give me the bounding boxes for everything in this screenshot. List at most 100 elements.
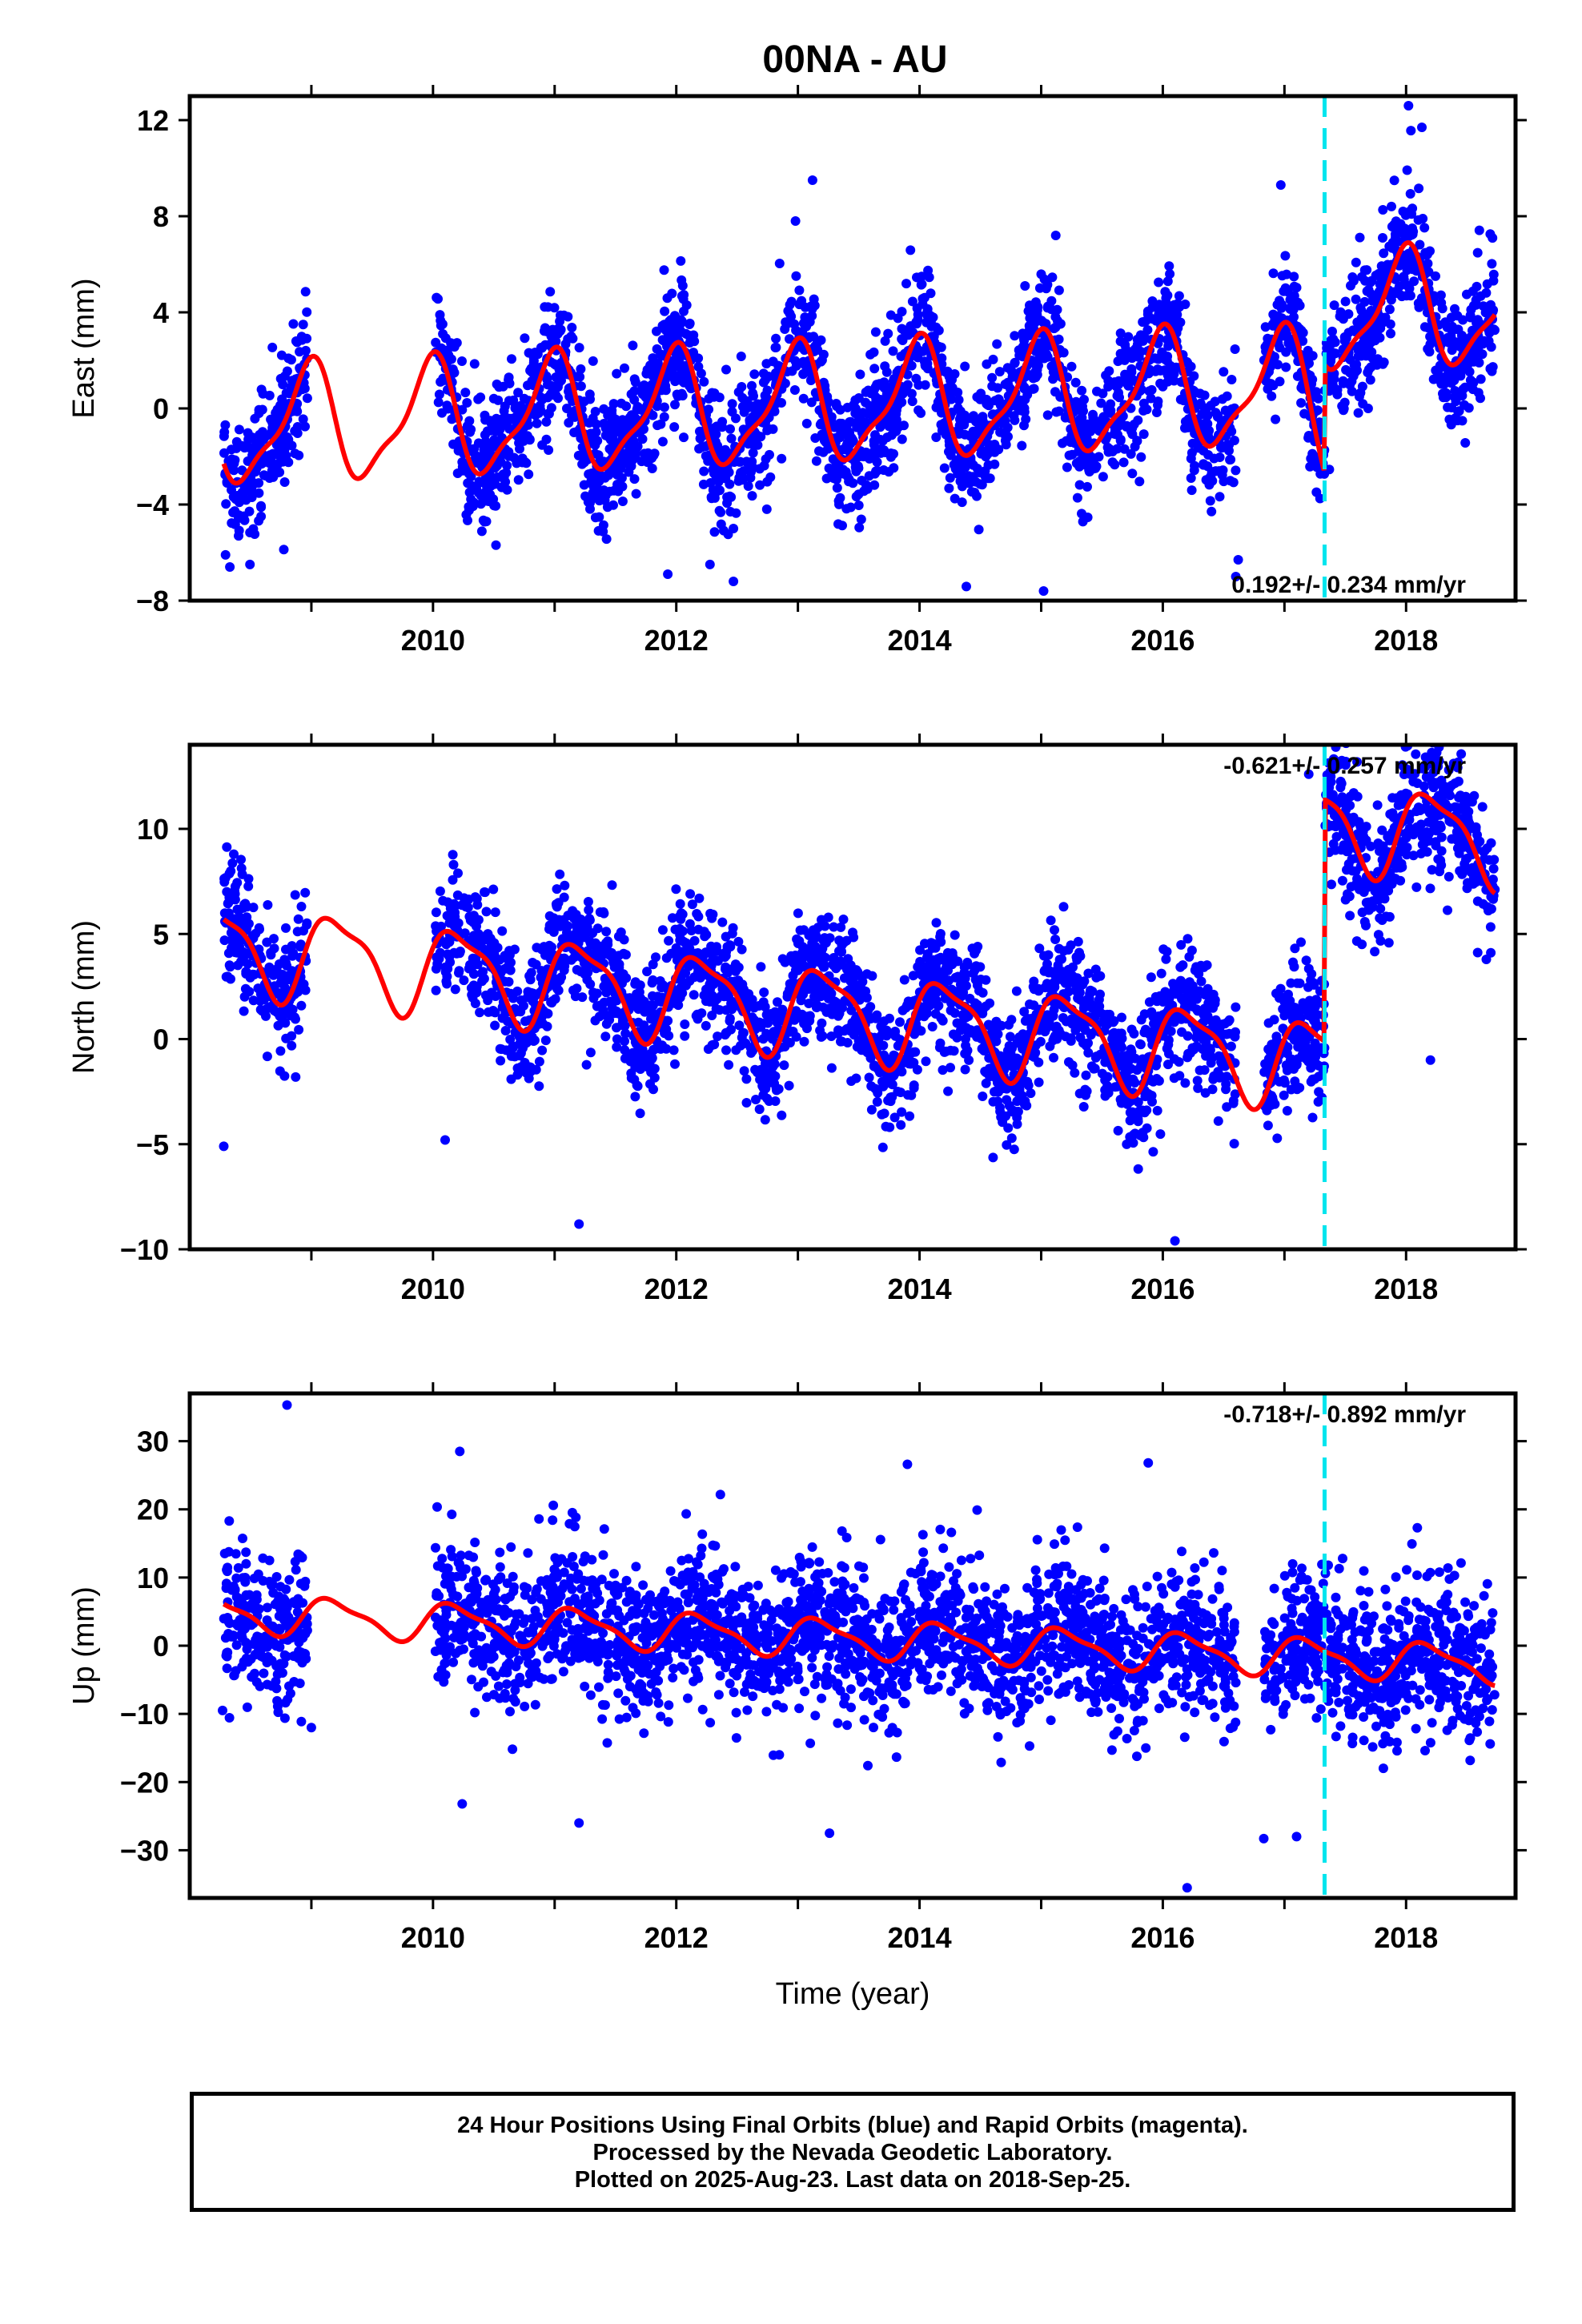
data-point bbox=[264, 473, 275, 483]
data-point bbox=[1162, 276, 1173, 287]
data-point bbox=[842, 1038, 853, 1047]
data-point bbox=[1378, 205, 1388, 215]
data-point bbox=[791, 271, 801, 281]
data-point bbox=[219, 908, 230, 919]
data-point bbox=[836, 464, 846, 475]
data-point bbox=[945, 472, 955, 483]
data-point bbox=[889, 463, 899, 473]
data-point bbox=[1127, 468, 1138, 479]
data-point bbox=[524, 348, 534, 358]
data-point bbox=[237, 869, 247, 879]
data-point bbox=[550, 330, 560, 340]
data-point bbox=[510, 402, 520, 412]
data-point bbox=[1090, 964, 1101, 975]
data-point bbox=[745, 472, 756, 483]
data-point bbox=[300, 421, 310, 432]
data-point bbox=[1091, 972, 1102, 983]
data-point bbox=[461, 509, 472, 520]
data-point bbox=[464, 501, 474, 512]
data-point bbox=[1165, 269, 1175, 279]
data-point bbox=[676, 255, 686, 266]
data-point bbox=[648, 410, 658, 420]
data-point bbox=[1271, 414, 1281, 424]
data-point bbox=[222, 842, 232, 852]
data-point bbox=[713, 1031, 723, 1042]
data-point bbox=[995, 400, 1006, 411]
data-point bbox=[549, 303, 560, 313]
data-point bbox=[1260, 322, 1271, 332]
data-point bbox=[1214, 466, 1224, 476]
data-point bbox=[1166, 1026, 1176, 1036]
data-point bbox=[1112, 418, 1122, 428]
data-point bbox=[798, 318, 809, 328]
data-point bbox=[1142, 1105, 1152, 1116]
data-point bbox=[1174, 291, 1184, 301]
data-point bbox=[1285, 304, 1295, 314]
data-point bbox=[1360, 309, 1371, 320]
data-point bbox=[291, 1014, 300, 1024]
data-point bbox=[1472, 315, 1483, 325]
data-point bbox=[659, 412, 669, 422]
data-point bbox=[833, 1025, 843, 1035]
data-point bbox=[256, 384, 267, 395]
data-point bbox=[275, 1046, 286, 1056]
data-point bbox=[1083, 1038, 1093, 1048]
data-point bbox=[818, 447, 829, 457]
data-point bbox=[738, 466, 749, 476]
data-point bbox=[239, 1006, 249, 1016]
data-point bbox=[916, 408, 926, 418]
data-point bbox=[671, 884, 681, 895]
data-point bbox=[480, 436, 491, 447]
data-point bbox=[1157, 349, 1167, 360]
data-point bbox=[620, 1028, 631, 1039]
data-point bbox=[625, 1056, 636, 1067]
data-point bbox=[469, 359, 480, 369]
data-point bbox=[1378, 359, 1388, 369]
data-point bbox=[1148, 1147, 1158, 1157]
data-point bbox=[1086, 452, 1096, 462]
data-point bbox=[869, 440, 879, 450]
data-point bbox=[431, 337, 441, 348]
data-point bbox=[1359, 265, 1370, 275]
data-point bbox=[1222, 391, 1232, 401]
data-point bbox=[608, 399, 619, 409]
data-point bbox=[500, 1026, 511, 1035]
data-point bbox=[1304, 358, 1314, 368]
data-point bbox=[276, 350, 287, 360]
data-point bbox=[872, 380, 882, 390]
data-point bbox=[1341, 333, 1351, 344]
data-point bbox=[1413, 298, 1423, 308]
data-point bbox=[748, 1046, 757, 1056]
data-point bbox=[535, 392, 545, 402]
data-point bbox=[1355, 232, 1365, 243]
data-point bbox=[769, 1059, 780, 1069]
data-point bbox=[1281, 347, 1291, 357]
data-point bbox=[255, 924, 264, 935]
data-point bbox=[281, 1033, 291, 1043]
data-point bbox=[1477, 349, 1488, 360]
y-tick-label: −4 bbox=[136, 489, 169, 521]
data-point bbox=[1481, 287, 1492, 298]
data-point bbox=[1425, 339, 1435, 349]
data-point bbox=[673, 356, 683, 367]
data-point bbox=[1036, 269, 1046, 279]
data-point bbox=[956, 1025, 966, 1035]
data-point bbox=[504, 451, 514, 461]
data-point bbox=[946, 1063, 955, 1073]
data-point bbox=[245, 528, 255, 537]
data-point bbox=[794, 285, 805, 296]
data-point bbox=[243, 919, 254, 929]
data-point bbox=[584, 905, 594, 915]
data-point bbox=[1049, 1052, 1058, 1063]
data-point bbox=[640, 392, 651, 402]
data-point bbox=[1041, 283, 1051, 294]
data-point bbox=[1452, 416, 1463, 426]
data-point bbox=[1064, 450, 1074, 460]
data-point bbox=[1201, 418, 1211, 428]
data-point bbox=[699, 376, 709, 387]
data-point bbox=[1280, 251, 1291, 261]
data-point bbox=[1268, 268, 1279, 279]
data-point bbox=[659, 265, 669, 275]
data-point bbox=[1447, 326, 1457, 336]
data-point bbox=[959, 962, 970, 972]
